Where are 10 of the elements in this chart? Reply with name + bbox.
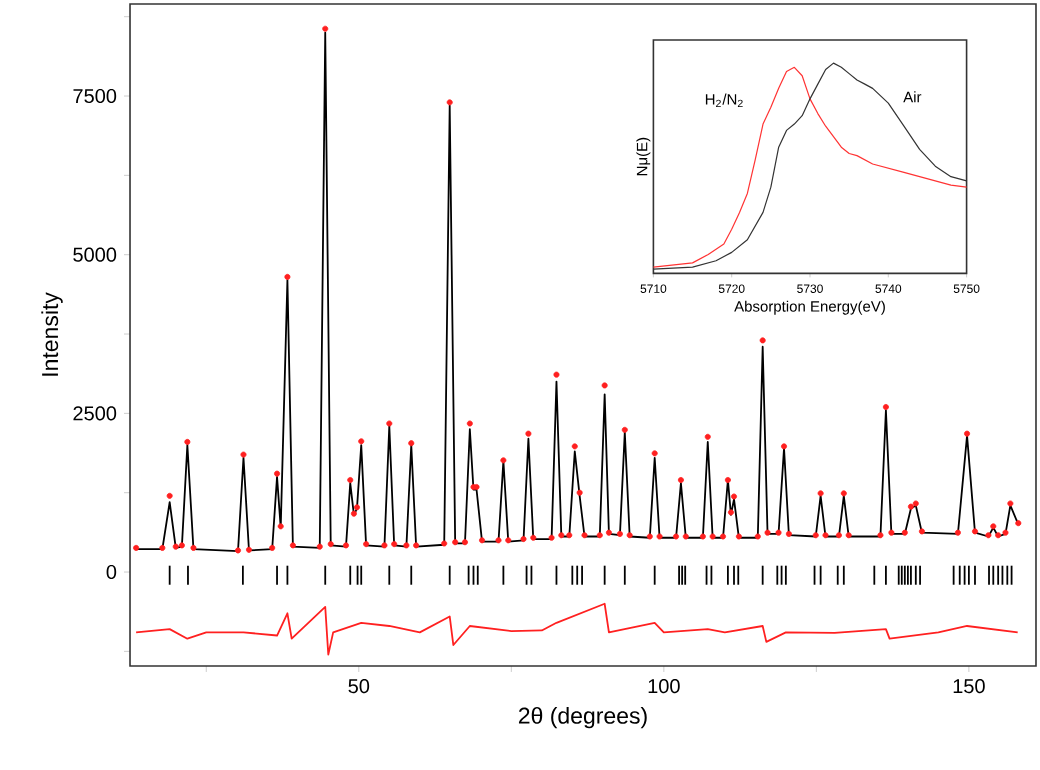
line-series	[135, 602, 1019, 656]
y-tick-label: 7500	[73, 88, 117, 104]
x-tick-label: 50	[348, 679, 370, 694]
x-tick-label: 100	[648, 679, 680, 694]
y-tick-label: 2500	[73, 406, 117, 421]
y-tick-label: 0	[106, 564, 117, 580]
y-tick-label: 5000	[73, 247, 117, 262]
x-tick-label: 150	[953, 679, 985, 694]
x-axis-title: 2θ (degrees)	[518, 706, 647, 729]
y-axis-title: Intensity	[41, 292, 63, 376]
